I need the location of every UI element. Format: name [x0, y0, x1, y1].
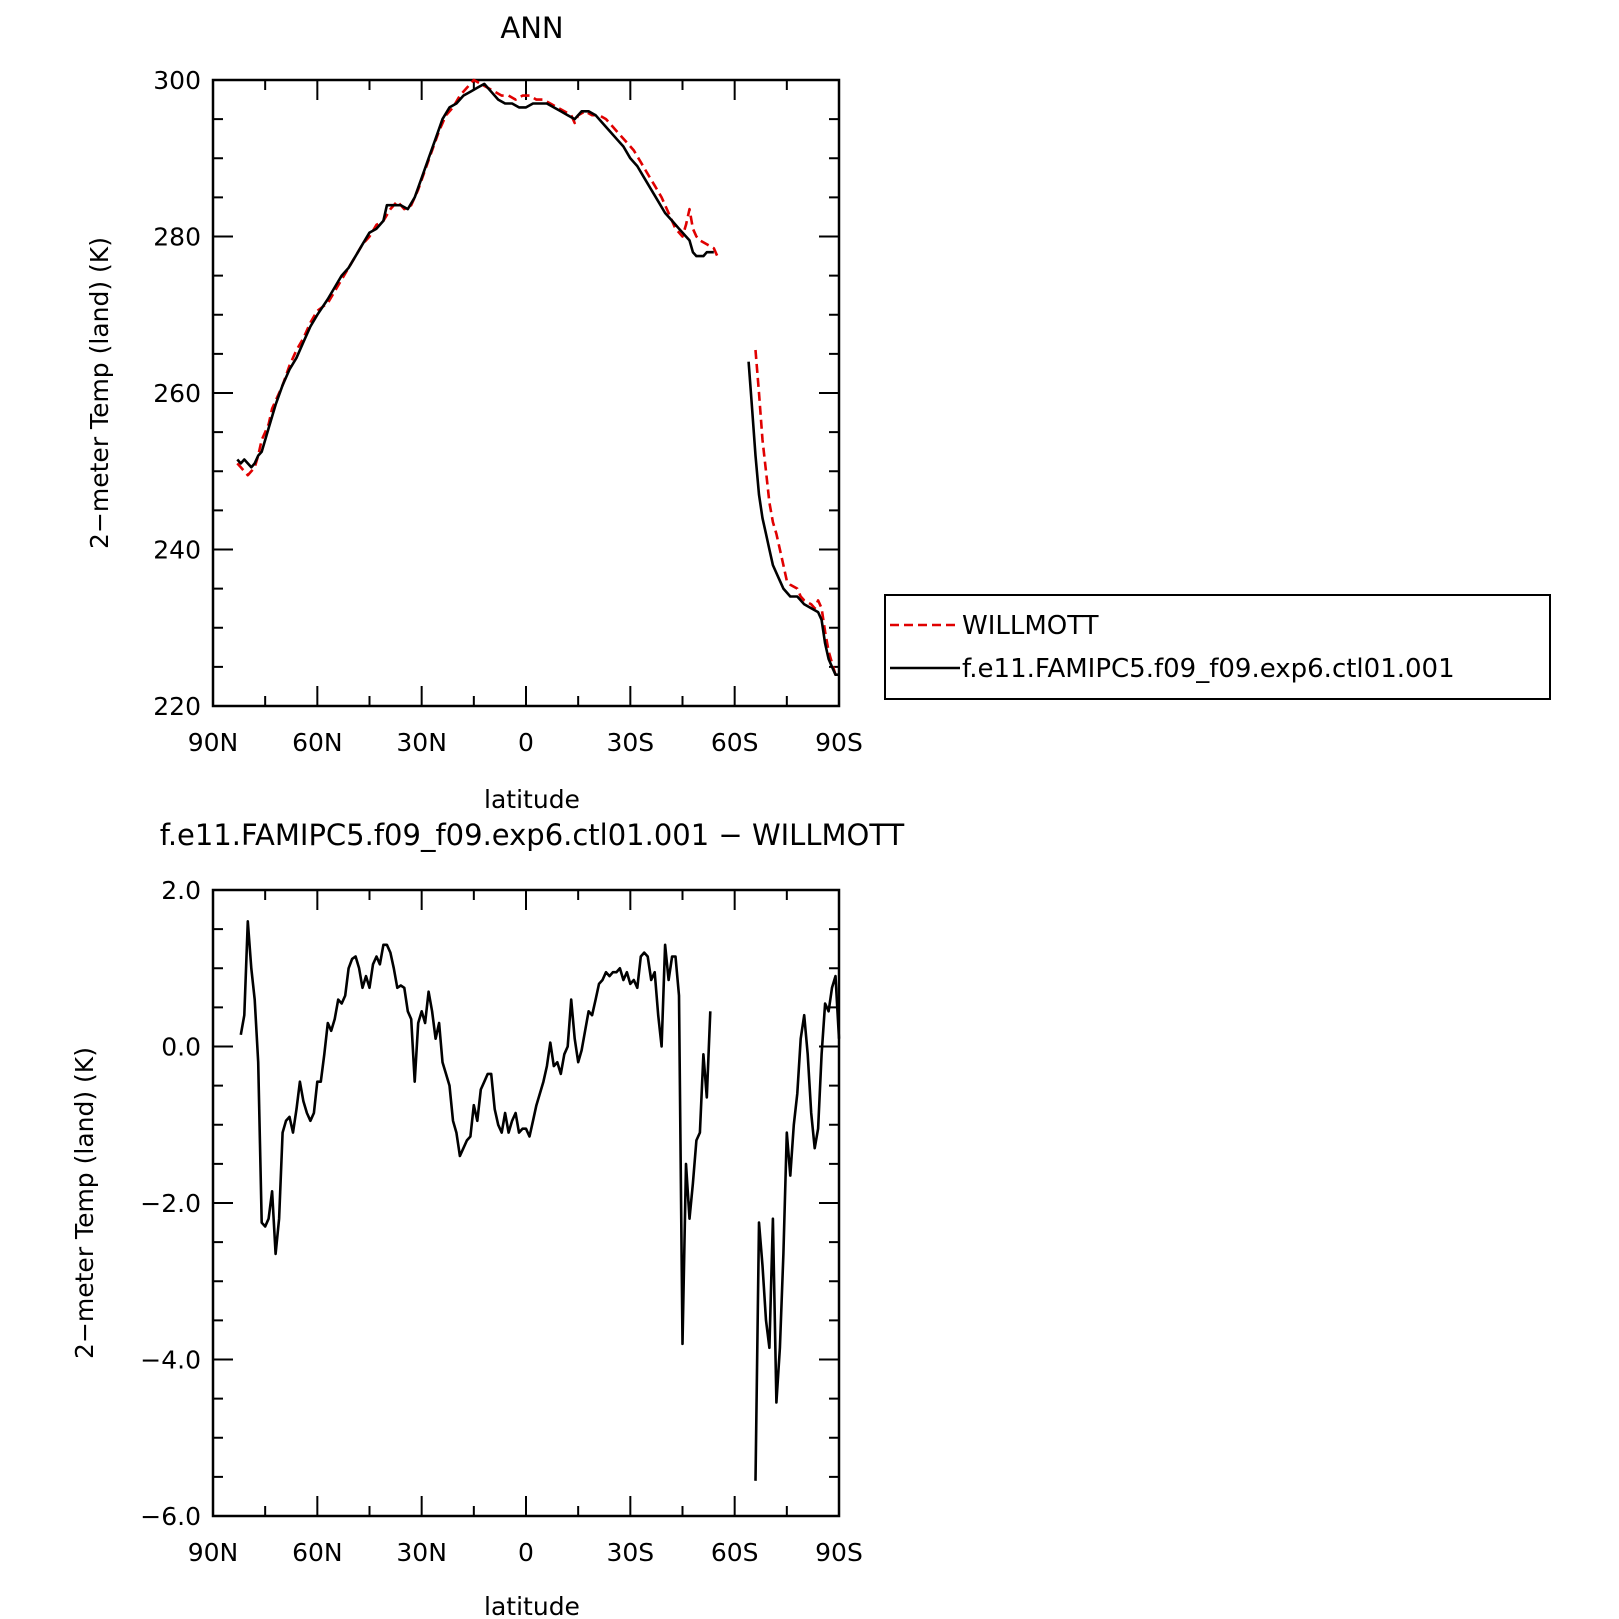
top-x-tick-label: 0 [518, 728, 534, 757]
bottom-x-tick-label: 90N [188, 1538, 239, 1567]
top-plot-frame [211, 78, 841, 708]
bottom-y-tick-label: 2.0 [161, 876, 201, 905]
panel-bottom: f.e11.FAMIPC5.f09_f09.exp6.ctl01.001 − W… [70, 818, 905, 1619]
top-x-axis-title: latitude [484, 785, 580, 814]
top-series-obs-line [236, 78, 719, 477]
top-x-tick-label: 30S [606, 728, 654, 757]
top-y-tick-label: 300 [153, 66, 201, 95]
bottom-x-tick-label: 60N [292, 1538, 343, 1567]
bottom-y-tick-label: −2.0 [140, 1189, 201, 1218]
bottom-series-model-line [239, 920, 712, 1346]
bottom-ticks [212, 889, 840, 1517]
bottom-series-model-line [754, 974, 841, 1481]
top-x-tick-label: 60N [292, 728, 343, 757]
top-y-tick-label: 220 [153, 692, 201, 721]
bottom-y-tick-label: −6.0 [140, 1502, 201, 1531]
bottom-y-tick-label: −4.0 [140, 1346, 201, 1375]
top-y-tick-label: 280 [153, 223, 201, 252]
bottom-x-tick-label: 0 [518, 1538, 534, 1567]
legend-model-label: f.e11.FAMIPC5.f09_f09.exp6.ctl01.001 [962, 654, 1455, 684]
top-x-tick-label: 90S [815, 728, 863, 757]
top-ticks [212, 79, 840, 707]
bottom-x-tick-label: 60S [711, 1538, 759, 1567]
bottom-x-tick-label: 30N [396, 1538, 447, 1567]
legend-box [884, 594, 1551, 700]
bottom-plot-frame [211, 888, 841, 1518]
top-x-tick-label: 90N [188, 728, 239, 757]
bottom-y-axis-title: 2−meter Temp (land) (K) [70, 1047, 99, 1359]
top-series-model-line [236, 82, 714, 469]
bottom-x-tick-labels: 90N 60N 30N 0 30S 60S 90S [188, 1538, 863, 1567]
top-panel-title: ANN [500, 11, 563, 45]
top-series-model-line [747, 361, 839, 676]
top-x-tick-label: 60S [711, 728, 759, 757]
bottom-x-tick-label: 30S [606, 1538, 654, 1567]
top-series-obs-line [754, 349, 839, 676]
top-y-axis-title: 2−meter Temp (land) (K) [85, 237, 114, 549]
panel-top: ANN 90N 60N 30N 0 30S 60S 90S 220240260280300 … [85, 11, 863, 814]
top-y-tick-labels: 220 240 260 280 300 [153, 66, 201, 721]
bottom-x-tick-label: 90S [815, 1538, 863, 1567]
bottom-panel-title: f.e11.FAMIPC5.f09_f09.exp6.ctl01.001 − W… [160, 818, 905, 852]
legend-obs-label: WILLMOTT [962, 611, 1099, 641]
top-x-tick-labels: 90N 60N 30N 0 30S 60S 90S [188, 728, 863, 757]
legend: WILLMOTT f.e11.FAMIPC5.f09_f09.exp6.ctl0… [884, 594, 1551, 700]
bottom-y-tick-labels: 2.0 0.0 −2.0 −4.0 −6.0 [140, 876, 201, 1531]
top-x-tick-label: 30N [396, 728, 447, 757]
bottom-x-axis-title: latitude [484, 1592, 580, 1619]
top-y-tick-label: 260 [153, 379, 201, 408]
bottom-series [239, 920, 841, 1481]
top-y-tick-label: 240 [153, 536, 201, 565]
top-series [236, 78, 839, 676]
bottom-y-tick-label: 0.0 [161, 1033, 201, 1062]
